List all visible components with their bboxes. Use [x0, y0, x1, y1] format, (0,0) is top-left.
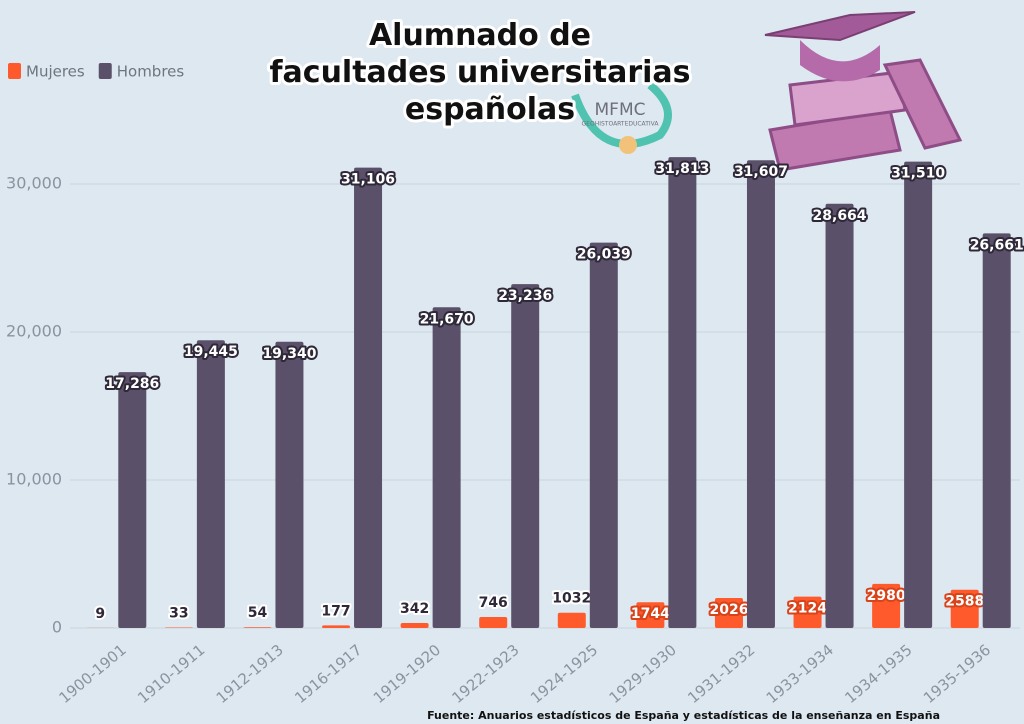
chart-title: Alumnado de facultades universitarias espa… — [269, 18, 690, 127]
legend-swatch — [8, 63, 21, 79]
value-label: 19,340 — [262, 346, 316, 362]
value-label: 746 — [479, 595, 508, 611]
legend-label: Mujeres — [26, 63, 85, 81]
title-line: Alumnado de — [369, 18, 591, 53]
bar — [557, 612, 586, 628]
title-line: facultades universitarias — [269, 55, 690, 90]
bar — [668, 157, 697, 628]
value-label: 54 — [248, 605, 268, 621]
value-label: 2980 — [867, 588, 906, 604]
value-label: 31,510 — [891, 166, 945, 182]
bar — [825, 203, 854, 628]
value-label: 342 — [400, 601, 429, 617]
y-tick-label: 20,000 — [6, 322, 62, 341]
books-illustration — [764, 11, 963, 172]
value-label: 33 — [169, 606, 188, 622]
bar — [793, 596, 822, 628]
bar — [400, 622, 429, 628]
bar — [904, 161, 933, 629]
bar — [275, 341, 304, 628]
bar — [589, 242, 618, 628]
value-label: 31,607 — [734, 164, 788, 180]
logo-subtext: GEOHISTOARTEDUCATIVA — [582, 121, 660, 128]
value-label: 21,670 — [420, 311, 474, 327]
value-label: 1744 — [631, 606, 670, 622]
bar — [354, 167, 383, 628]
bar — [118, 372, 147, 628]
value-label: 177 — [321, 603, 350, 619]
value-label: 26,661 — [970, 237, 1024, 253]
bar — [243, 627, 272, 628]
bar — [196, 340, 225, 628]
value-label: 23,236 — [498, 288, 552, 304]
bar — [479, 616, 508, 628]
bar — [636, 602, 665, 628]
value-label: 2026 — [709, 602, 748, 618]
y-tick-label: 30,000 — [6, 174, 62, 193]
y-tick-label: 10,000 — [6, 470, 62, 489]
bar — [432, 307, 461, 628]
bar — [746, 160, 775, 628]
value-label: 31,106 — [341, 172, 395, 188]
value-label: 17,286 — [105, 376, 159, 392]
title-line: españolas — [405, 92, 575, 127]
value-label: 1032 — [552, 591, 591, 607]
value-label: 9 — [95, 606, 105, 622]
legend-label: Hombres — [117, 63, 185, 81]
bar — [714, 598, 743, 628]
bar — [950, 589, 979, 628]
bar — [322, 625, 351, 628]
value-label: 26,039 — [577, 247, 631, 263]
legend-swatch — [98, 63, 112, 79]
value-label: 2124 — [788, 601, 827, 617]
logo-text: MFMC — [595, 100, 646, 120]
bar — [872, 583, 901, 628]
logo: MFMC GEOHISTOARTEDUCATIVA — [571, 81, 672, 154]
value-label: 31,813 — [655, 161, 709, 177]
value-label: 2588 — [945, 594, 984, 610]
source: Fuente: Anuarios estadísticos de España … — [427, 709, 940, 722]
value-label: 19,445 — [184, 344, 238, 360]
value-label: 28,664 — [813, 208, 867, 224]
bar — [982, 233, 1011, 628]
bar — [511, 284, 540, 628]
y-tick-label: 0 — [52, 618, 62, 637]
